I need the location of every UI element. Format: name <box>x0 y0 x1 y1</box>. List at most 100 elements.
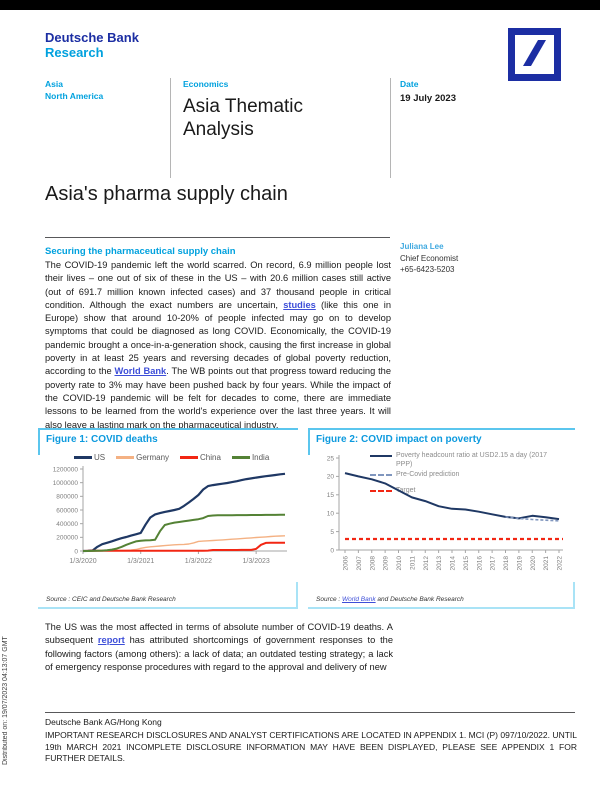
svg-text:10: 10 <box>327 511 335 518</box>
date-label: Date <box>400 79 419 89</box>
legend-label: China <box>200 453 221 462</box>
svg-text:1000000: 1000000 <box>53 480 79 487</box>
inline-link[interactable]: report <box>97 635 125 646</box>
section-heading: Securing the pharmaceutical supply chain <box>45 246 236 257</box>
svg-text:2021: 2021 <box>543 556 550 571</box>
fig2-plot-svg: 0 5 10 15 20 25 2006 2007 2008 2009 2010 2011 2012 20… <box>327 455 564 571</box>
svg-text:0: 0 <box>330 547 334 554</box>
body-paragraph-2: The US was the most affected in terms of… <box>45 621 393 674</box>
figure-2-bottom-rule <box>308 607 575 609</box>
svg-text:2009: 2009 <box>383 556 390 571</box>
deutsche-bank-logo-icon <box>508 28 561 81</box>
svg-text:2017: 2017 <box>490 556 497 571</box>
svg-text:200000: 200000 <box>56 535 78 542</box>
text-segment: Source : CEIC and Deutsche Bank Research <box>46 596 176 603</box>
legend-label: Germany <box>136 453 170 462</box>
text-segment: The COVID-19 pandemic left the world sca… <box>45 260 391 310</box>
body-top-rule <box>45 237 390 238</box>
svg-text:800000: 800000 <box>56 494 78 501</box>
brand: Deutsche Bank Research <box>45 30 139 60</box>
author-phone: +65-6423-5203 <box>400 265 455 274</box>
figure-1-top-rule <box>38 428 298 430</box>
figure-1-left-rule <box>38 428 40 455</box>
svg-text:2019: 2019 <box>516 556 523 571</box>
svg-text:2012: 2012 <box>423 556 430 571</box>
legend-swatch-india <box>231 456 250 459</box>
db-slash-square-icon <box>508 28 561 81</box>
publication-column: Economics Asia Thematic Analysis <box>183 78 358 141</box>
svg-text:2011: 2011 <box>409 556 416 570</box>
author-name: Juliana Lee <box>400 242 444 251</box>
svg-text:2016: 2016 <box>476 556 483 571</box>
series-line-india <box>83 513 285 552</box>
text-segment: Source : <box>316 596 343 603</box>
legend-label: India <box>251 453 270 462</box>
author-role: Chief Economist <box>400 253 459 263</box>
svg-text:2018: 2018 <box>503 556 510 571</box>
series-line-poverty-headcount-ratio-at-usd2-15-a-day-2017-ppp <box>344 472 560 521</box>
svg-text:0: 0 <box>74 548 78 555</box>
figure-2-chart: 0 5 10 15 20 25 2006 2007 2008 2009 2010 2011 2012 20… <box>315 452 569 591</box>
category-label: Economics <box>183 79 229 89</box>
date-value: 19 July 2023 <box>400 93 456 104</box>
figure-1-chart: 0 200000 400000 600000 800000 1000000 1200000 1… <box>45 465 291 582</box>
page-title: Asia's pharma supply chain <box>45 183 288 205</box>
footer-disclosure: IMPORTANT RESEARCH DISCLOSURES AND ANALY… <box>45 730 577 763</box>
brand-line2: Research <box>45 45 104 60</box>
legend-item-target: Target <box>370 487 555 496</box>
figure-2-left-rule <box>308 428 310 455</box>
distributed-on-stamp: Distributed on: 19/07/2023 04:13:07 GMT <box>2 636 9 765</box>
svg-text:20: 20 <box>327 474 335 481</box>
top-black-bar <box>0 0 600 10</box>
legend-swatch-germany <box>116 456 135 459</box>
text-segment: and Deutsche Bank Research <box>375 596 464 603</box>
svg-text:25: 25 <box>327 455 335 462</box>
series-line-china <box>82 541 285 552</box>
legend-swatch-us <box>74 456 92 459</box>
legend-label: US <box>94 453 106 462</box>
figure-2-top-rule <box>308 428 575 430</box>
figure-1-bottom-rule <box>38 607 298 609</box>
legend-swatch-poverty-headcount-ratio-at-usd2-15-a-day-2017-ppp <box>370 455 392 458</box>
svg-text:2007: 2007 <box>356 556 363 571</box>
region-asia: Asia <box>45 79 63 89</box>
svg-text:1/3/2020: 1/3/2020 <box>69 558 96 565</box>
legend-item-china: China <box>180 453 221 462</box>
figure-1-title: Figure 1: COVID deaths <box>46 434 158 445</box>
legend-swatch-pre-covid-prediction <box>370 474 392 476</box>
figure-2-legend: Poverty headcount ratio at USD2.15 a day… <box>370 452 555 497</box>
svg-text:1200000: 1200000 <box>53 466 79 473</box>
figure-2: Figure 2: COVID impact on poverty Povert… <box>308 428 575 609</box>
figure-1-right-rule <box>296 582 298 609</box>
inline-link[interactable]: studies <box>283 299 316 310</box>
legend-item-us: US <box>74 453 105 462</box>
series-line-pre-covid-prediction <box>505 516 560 522</box>
header-divider-1 <box>170 78 171 178</box>
text-segment: (like this one in Europe) show that arou… <box>45 299 392 377</box>
svg-text:2013: 2013 <box>436 556 443 571</box>
svg-text:1/3/2021: 1/3/2021 <box>127 558 154 565</box>
inline-link[interactable]: World Bank <box>342 596 376 603</box>
figure-1-legend: US Germany China India <box>74 453 269 462</box>
legend-swatch-china <box>180 456 199 459</box>
svg-text:400000: 400000 <box>56 521 78 528</box>
fig1-plot-svg: 0 200000 400000 600000 800000 1000000 1200000 1… <box>53 466 287 565</box>
date-column: Date 19 July 2023 <box>400 78 456 104</box>
text-segment: The US was the most affected in terms of… <box>45 622 393 646</box>
svg-text:2008: 2008 <box>369 556 376 571</box>
legend-label: Pre-Covid prediction <box>396 471 460 478</box>
footer-entity: Deutsche Bank AG/Hong Kong <box>45 717 162 727</box>
svg-text:5: 5 <box>330 529 334 536</box>
svg-text:2010: 2010 <box>396 556 403 571</box>
footer-rule <box>45 712 575 713</box>
brand-line1: Deutsche Bank <box>45 30 139 45</box>
header-divider-2 <box>390 78 391 178</box>
legend-item-poverty-headcount-ratio-at-usd2-15-a-day-2017-ppp: Poverty headcount ratio at USD2.15 a day… <box>370 452 555 469</box>
figure-1: Figure 1: COVID deaths US Germany China Ind… <box>38 428 298 609</box>
legend-item-india: India <box>231 453 270 462</box>
svg-text:600000: 600000 <box>56 507 78 514</box>
inline-link[interactable]: World Bank <box>114 366 167 377</box>
region-north-america: North America <box>45 91 104 101</box>
author-block: Juliana Lee Chief Economist +65-6423-520… <box>400 241 458 276</box>
